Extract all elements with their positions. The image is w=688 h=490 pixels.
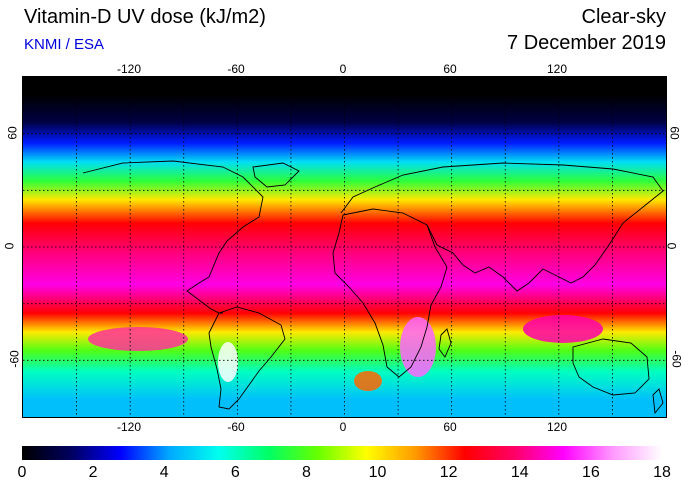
color-scale-label: 8: [301, 464, 311, 481]
lon-tick-bottom: -120: [116, 420, 142, 434]
color-scale-label: 2: [88, 464, 98, 481]
lon-tick-top: 60: [443, 62, 457, 76]
regional-variation: [88, 315, 603, 391]
lat-tick-right: -60: [669, 350, 684, 368]
color-scale-bar: [22, 446, 662, 460]
coastlines: [82, 160, 664, 415]
maritime-continent-dose: [523, 315, 603, 343]
lon-tick-bottom: 60: [443, 420, 457, 434]
color-scale-label: 10: [368, 464, 387, 481]
lon-tick-bottom: -60: [227, 420, 245, 434]
atlantic-dose-dip: [354, 371, 382, 391]
north-america-coast: [82, 160, 264, 314]
graticule: [23, 77, 666, 417]
greenland-coast: [252, 162, 300, 188]
pacific-dose-band: [88, 327, 188, 351]
africa-coast: [332, 208, 448, 378]
map-date: 7 December 2019: [507, 32, 666, 54]
color-scale-label: 12: [439, 464, 458, 481]
map-title: Vitamin-D UV dose (kJ/m2): [24, 6, 266, 28]
color-scale-label: 16: [581, 464, 600, 481]
lon-tick-top: -60: [227, 62, 245, 76]
lon-tick-bottom: 0: [339, 420, 347, 434]
new-zealand-coast: [652, 388, 664, 415]
lon-tick-top: 0: [339, 62, 347, 76]
uv-dose-map-canvas: [23, 77, 666, 417]
lat-tick-left: 0: [2, 242, 17, 250]
data-credit: KNMI / ESA: [24, 36, 105, 53]
europe-asia-coast: [340, 162, 664, 292]
color-scale-label: 6: [230, 464, 240, 481]
south-america-coast: [208, 306, 286, 410]
color-scale-label: 0: [17, 464, 27, 481]
madagascar-coast: [438, 328, 452, 358]
lat-tick-right: 60: [667, 126, 682, 140]
color-scale-label: 4: [159, 464, 169, 481]
southern-africa-high-dose: [400, 317, 436, 377]
uv-dose-map: [22, 76, 667, 418]
color-scale-label: 18: [653, 464, 671, 481]
lat-tick-left: -60: [7, 350, 22, 368]
andes-high-dose: [218, 342, 238, 382]
lon-tick-top: -120: [116, 62, 142, 76]
sky-condition: Clear-sky: [581, 6, 666, 28]
australia-coast: [572, 338, 650, 396]
lon-tick-bottom: 120: [546, 420, 568, 434]
lon-tick-top: 120: [546, 62, 568, 76]
color-scale-label: 14: [510, 464, 529, 481]
lat-tick-left: 60: [5, 126, 20, 140]
